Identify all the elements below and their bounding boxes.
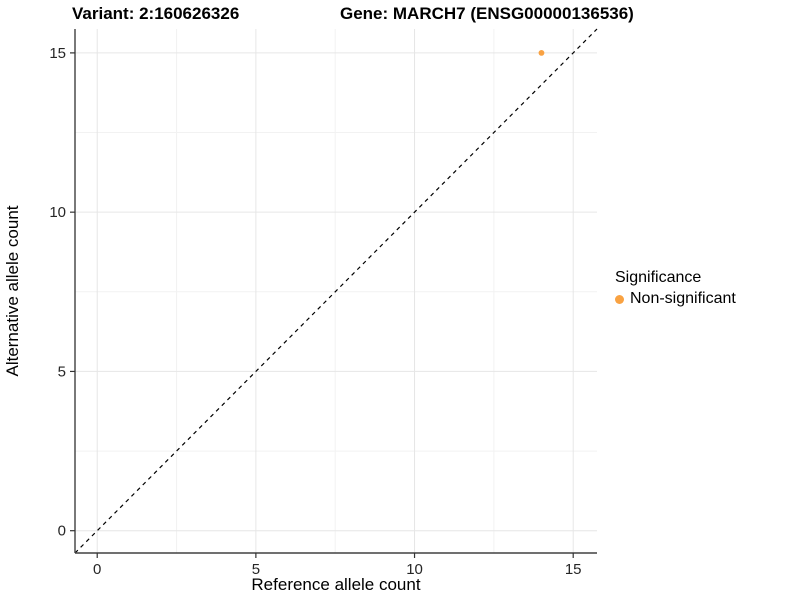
x-tick-label: 5 [252,561,260,578]
y-tick-label: 15 [49,45,66,62]
legend-item-label: Non-significant [630,290,736,307]
gene-title: Gene: MARCH7 (ENSG00000136536) [340,4,634,23]
legend-point-icon [615,294,624,304]
x-tick-label: 15 [565,561,582,578]
identity-line [74,28,598,554]
data-point [538,49,545,56]
variant-title: Variant: 2:160626326 [72,4,240,23]
x-tick-label: 0 [93,561,101,578]
legend-item-non-significant: Non-significant [615,290,736,308]
y-axis-title: Alternative allele count [3,205,22,377]
legend: Significance Non-significant [615,269,736,308]
legend-title: Significance [615,269,702,286]
y-tick-label: 0 [58,523,66,540]
y-tick-label: 10 [49,204,66,221]
y-tick-label: 5 [58,363,66,380]
x-tick-label: 10 [406,561,423,578]
x-axis-title: Reference allele count [251,575,421,594]
